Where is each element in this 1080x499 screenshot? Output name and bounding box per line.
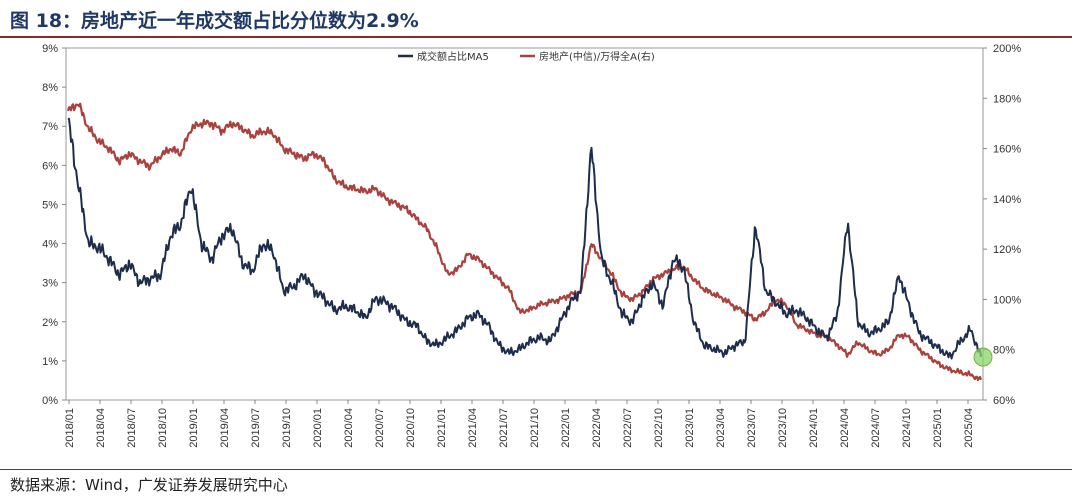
y-left-tick-label: 6% <box>42 160 58 172</box>
x-tick-label: 2025/01 <box>932 408 944 448</box>
figure-title: 图 18：房地产近一年成交额占比分位数为2.9% <box>10 10 419 32</box>
x-tick-label: 2023/04 <box>715 408 727 448</box>
x-tick-label: 2022/07 <box>622 408 634 448</box>
x-tick-label: 2024/04 <box>839 408 851 448</box>
x-tick-label: 2022/04 <box>591 408 603 448</box>
legend-label-series-1: 成交额占比MA5 <box>417 50 489 63</box>
y-left-tick-label: 2% <box>42 317 58 329</box>
x-tick-label: 2023/01 <box>684 408 696 448</box>
y-left-tick-label: 1% <box>42 356 58 368</box>
series-line-turnover-share-ma5 <box>67 117 982 360</box>
y-left-tick-label: 5% <box>42 199 58 211</box>
x-tick-label: 2023/10 <box>777 408 789 448</box>
y-right-tick-label: 160% <box>993 144 1021 156</box>
x-tick-label: 2018/04 <box>95 408 107 448</box>
legend-label-series-2: 房地产(中信)/万得全A(右) <box>539 50 655 63</box>
plot-frame <box>65 47 984 401</box>
latest-point-marker <box>973 347 993 367</box>
x-tick-label: 2020/10 <box>405 408 417 448</box>
x-tick-label: 2024/01 <box>808 408 820 448</box>
x-tick-label: 2021/10 <box>529 408 541 448</box>
legend: 成交额占比MA5 房地产(中信)/万得全A(右) <box>398 50 655 63</box>
source-note: 数据来源：Wind，广发证券发展研究中心 <box>10 476 288 494</box>
x-tick-label: 2018/10 <box>157 408 169 448</box>
x-tick-label: 2020/07 <box>374 408 386 448</box>
x-tick-label: 2019/10 <box>281 408 293 448</box>
y-left-tick-label: 9% <box>42 43 58 55</box>
x-tick-label: 2021/07 <box>498 408 510 448</box>
x-tick-label: 2021/01 <box>436 408 448 448</box>
y-right-tick-label: 200% <box>993 43 1021 55</box>
y-left-tick-label: 4% <box>42 239 58 251</box>
x-tick-label: 2025/04 <box>963 408 975 448</box>
x-tick-label: 2021/04 <box>467 408 479 448</box>
x-tick-label: 2019/04 <box>219 408 231 448</box>
x-tick-label: 2024/07 <box>870 408 882 448</box>
footer-divider <box>0 469 1072 470</box>
x-tick-label: 2020/01 <box>312 408 324 448</box>
x-tick-label: 2019/07 <box>250 408 262 448</box>
x-tick-label: 2019/01 <box>188 408 200 448</box>
x-tick-label: 2022/01 <box>560 408 572 448</box>
y-right-tick-label: 80% <box>993 345 1015 357</box>
x-tick-label: 2018/07 <box>126 408 138 448</box>
x-tick-label: 2024/10 <box>901 408 913 448</box>
x-tick-label: 2022/10 <box>653 408 665 448</box>
y-left-tick-label: 3% <box>42 278 58 290</box>
y-right-tick-label: 100% <box>993 294 1021 306</box>
y-right-tick-label: 120% <box>993 244 1021 256</box>
y-right-tick-label: 140% <box>993 194 1021 206</box>
x-tick-label: 2018/01 <box>64 408 76 448</box>
y-left-tick-label: 0% <box>42 395 58 407</box>
y-right-tick-label: 60% <box>993 395 1015 407</box>
dual-axis-line-chart: 0% 1% 2% 3% 4% 5% 6% 7% 8% 9% 60% 80% 100% 120% 140% 16… <box>42 43 1021 448</box>
title-bar: 图 18：房地产近一年成交额占比分位数为2.9% <box>0 0 1080 38</box>
x-tick-label: 2020/04 <box>343 408 355 448</box>
x-tick-label: 2023/07 <box>746 408 758 448</box>
title-divider <box>0 36 1072 38</box>
y-right-tick-label: 180% <box>993 93 1021 105</box>
y-left-tick-label: 7% <box>42 121 58 133</box>
y-left-tick-label: 8% <box>42 82 58 94</box>
